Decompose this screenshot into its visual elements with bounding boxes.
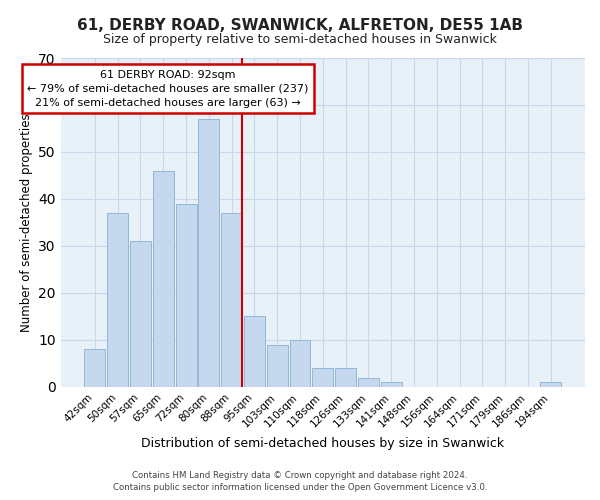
- Text: 61, DERBY ROAD, SWANWICK, ALFRETON, DE55 1AB: 61, DERBY ROAD, SWANWICK, ALFRETON, DE55…: [77, 18, 523, 32]
- Bar: [313, 368, 333, 387]
- Bar: [335, 368, 356, 387]
- Bar: [221, 213, 242, 387]
- Bar: [380, 382, 401, 387]
- Bar: [267, 344, 288, 387]
- Bar: [540, 382, 561, 387]
- Text: 61 DERBY ROAD: 92sqm
← 79% of semi-detached houses are smaller (237)
21% of semi: 61 DERBY ROAD: 92sqm ← 79% of semi-detac…: [27, 70, 308, 108]
- X-axis label: Distribution of semi-detached houses by size in Swanwick: Distribution of semi-detached houses by …: [141, 437, 505, 450]
- Bar: [153, 171, 174, 387]
- Bar: [107, 213, 128, 387]
- Y-axis label: Number of semi-detached properties: Number of semi-detached properties: [20, 113, 32, 332]
- Text: Contains HM Land Registry data © Crown copyright and database right 2024.
Contai: Contains HM Land Registry data © Crown c…: [113, 471, 487, 492]
- Bar: [290, 340, 310, 387]
- Bar: [358, 378, 379, 387]
- Bar: [85, 350, 106, 387]
- Bar: [199, 119, 220, 387]
- Text: Size of property relative to semi-detached houses in Swanwick: Size of property relative to semi-detach…: [103, 32, 497, 46]
- Bar: [130, 242, 151, 387]
- Bar: [244, 316, 265, 387]
- Bar: [176, 204, 197, 387]
